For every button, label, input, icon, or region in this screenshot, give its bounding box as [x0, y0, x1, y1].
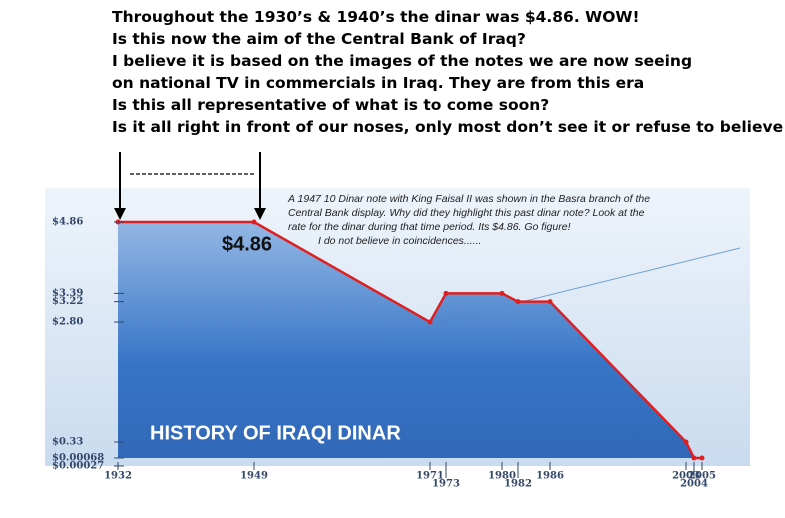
y-tick-label: $2.80: [52, 317, 83, 328]
y-tick-label: $3.22: [52, 296, 83, 307]
highlight-label: $4.86: [222, 233, 272, 255]
annotation: rate for the dinar during that time peri…: [288, 221, 571, 233]
x-tick-label: 1932: [104, 471, 132, 482]
x-tick-label: 1971: [416, 471, 444, 482]
y-tick-label: $0.00068: [52, 452, 104, 463]
point: [515, 299, 521, 305]
point: [499, 290, 505, 296]
x-tick-label: 1982: [504, 479, 532, 490]
y-tick-label: $3.39: [52, 288, 83, 299]
point: [443, 290, 449, 296]
point: [547, 299, 553, 305]
point: [251, 219, 257, 225]
header-line: Throughout the 1930’s & 1940’s the dinar…: [112, 8, 640, 26]
point: [683, 439, 689, 445]
y-tick-label: $4.86: [52, 217, 83, 228]
header-line: I believe it is based on the images of t…: [112, 52, 693, 70]
x-tick-label: 1973: [432, 479, 460, 490]
chart-title: HISTORY OF IRAQI DINAR: [150, 422, 401, 444]
area: [118, 222, 702, 458]
x-tick-label: 1986: [536, 471, 564, 482]
line: [118, 220, 703, 460]
annotation: A 1947 10 Dinar note with King Faisal II…: [287, 193, 650, 205]
annotation: I do not believe in coincidences......: [318, 235, 481, 247]
x-tick-label: 1980: [488, 471, 516, 482]
header: Throughout the 1930’s & 1940’s the dinar…: [112, 6, 785, 138]
x-tick-label: 2005: [688, 471, 716, 482]
point: [427, 319, 433, 325]
header-line: Is it all right in front of our noses, o…: [112, 118, 785, 136]
header-line: on national TV in commercials in Iraq. T…: [112, 74, 645, 92]
y-tick-label: $0.00027: [52, 460, 104, 471]
point: [691, 455, 697, 461]
header-line: Is this all representative of what is to…: [112, 96, 550, 114]
arrow-head: [254, 208, 266, 220]
header-line: Is this now the aim of the Central Bank …: [112, 30, 526, 48]
point: [699, 455, 705, 461]
x-tick-label: 1949: [240, 471, 268, 482]
y-tick-label: $0.33: [52, 436, 83, 447]
x-tick-label: 2003: [672, 471, 700, 482]
arrow-head: [114, 208, 126, 220]
x-tick-label: 2004: [680, 479, 708, 490]
annotation: Central Bank display. Why did they highl…: [288, 207, 645, 219]
